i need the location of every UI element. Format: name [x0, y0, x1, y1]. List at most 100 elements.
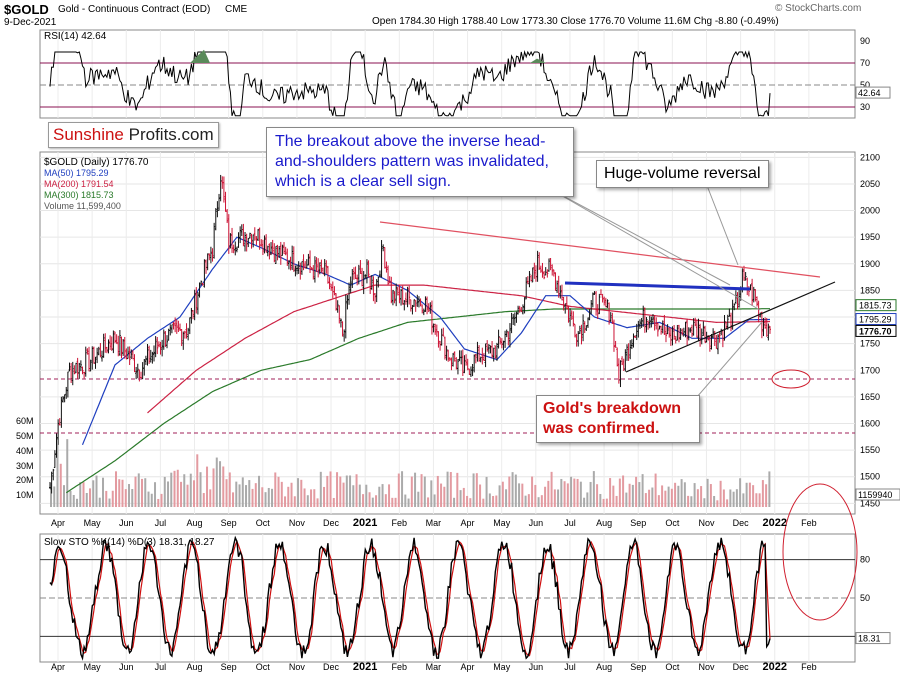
rsi-tick-label: 70 — [860, 58, 870, 68]
volume-bar — [537, 497, 540, 507]
month-label: Feb — [392, 662, 408, 672]
volume-bar — [63, 485, 66, 507]
volume-bar — [430, 480, 433, 507]
volume-bar — [245, 485, 248, 507]
month-label: Oct — [256, 518, 271, 528]
volume-bar — [241, 477, 244, 507]
month-label: May — [84, 518, 102, 528]
volume-bar — [284, 496, 287, 507]
volume-bar — [563, 481, 566, 507]
volume-bar — [254, 483, 257, 507]
volume-bar — [258, 475, 261, 507]
volume-bar — [388, 484, 391, 507]
month-label: Dec — [323, 662, 340, 672]
volume-bar — [76, 498, 79, 507]
volume-bar — [560, 478, 563, 507]
pointer-line-2 — [551, 189, 761, 311]
volume-bar — [193, 480, 196, 507]
price-value-label: 1795.29 — [859, 315, 892, 325]
volume-bar — [339, 476, 342, 507]
volume-bar — [199, 472, 202, 507]
volume-bar — [154, 482, 157, 507]
rsi-tick-label: 50 — [860, 80, 870, 90]
price-value-box — [855, 324, 897, 337]
rsi-legend: RSI(14) 42.64 — [44, 31, 107, 42]
volume-bar — [553, 489, 556, 507]
volume-bar — [661, 485, 664, 507]
volume-bar — [687, 495, 690, 507]
month-label: Aug — [187, 518, 203, 528]
volume-tick-label: 30M — [16, 461, 34, 471]
volume-bar — [235, 481, 238, 507]
volume-bar — [329, 471, 332, 507]
volume-bar — [95, 475, 98, 507]
ma200-line — [147, 284, 771, 414]
volume-bar — [540, 495, 543, 507]
pointer-line-3 — [705, 182, 739, 266]
price-tick-label: 1450 — [860, 498, 880, 508]
volume-bar — [586, 492, 589, 507]
month-label: Nov — [698, 518, 715, 528]
price-tick-label: 2100 — [860, 152, 880, 162]
volume-bar — [375, 495, 378, 507]
volume-bar — [726, 499, 729, 507]
volume-bar — [651, 487, 654, 507]
volume-tick-label: 20M — [16, 475, 34, 485]
month-label: Sep — [630, 662, 646, 672]
volume-bar — [589, 481, 592, 507]
volume-bar — [514, 474, 517, 507]
month-label: Dec — [323, 518, 340, 528]
volume-bar — [433, 494, 436, 507]
volume-bar — [440, 483, 443, 507]
volume-bar — [488, 493, 491, 507]
breakout-annotation: The breakout above the inverse head-and-… — [266, 127, 574, 197]
month-label: Apr — [51, 518, 65, 528]
volume-bar — [326, 475, 329, 507]
volume-bar — [141, 478, 144, 507]
volume-bar — [521, 483, 524, 507]
volume-bar — [251, 488, 254, 507]
volume-bar — [420, 474, 423, 507]
chart-title: Gold - Continuous Contract (EOD) — [58, 4, 211, 15]
legend-ma300: MA(300) 1815.73 — [44, 190, 114, 200]
legend-ma50: MA(50) 1795.29 — [44, 168, 109, 178]
volume-bar — [228, 472, 231, 507]
volume-bar — [391, 497, 394, 507]
volume-bar — [550, 471, 553, 507]
volume-bar — [527, 494, 530, 507]
rsi-value-box — [855, 86, 891, 99]
price-value-label: 1815.73 — [859, 301, 892, 311]
volume-bar — [163, 476, 166, 507]
volume-bar — [625, 492, 628, 507]
volume-bar — [690, 496, 693, 507]
volume-bar — [706, 478, 709, 507]
logo-part2: Profits.com — [128, 125, 214, 144]
price-panel — [39, 151, 856, 515]
volume-bar — [602, 498, 605, 507]
volume-bar — [576, 478, 579, 507]
price-value-label: 1776.70 — [859, 326, 892, 336]
volume-bar — [378, 486, 381, 507]
volume-bar — [495, 495, 498, 507]
volume-bar — [709, 484, 712, 507]
price-tick-label: 1750 — [860, 339, 880, 349]
volume-bar — [358, 484, 361, 507]
volume-bar — [479, 484, 482, 507]
volume-bar — [290, 482, 293, 507]
month-label: 2022 — [762, 517, 786, 529]
volume-tick-label: 50M — [16, 431, 34, 441]
month-label: Aug — [187, 662, 203, 672]
volume-bar — [173, 470, 176, 507]
month-label: Nov — [698, 662, 715, 672]
volume-bar — [316, 498, 319, 507]
volume-bar — [72, 494, 75, 507]
volume-bar — [300, 479, 303, 507]
volume-bar — [547, 480, 550, 507]
volume-bar — [462, 487, 465, 507]
month-label: Mar — [426, 662, 442, 672]
volume-bar — [293, 496, 296, 507]
volume-bar — [267, 487, 270, 507]
price-tick-label: 1600 — [860, 419, 880, 429]
volume-bar — [739, 478, 742, 507]
volume-bar — [713, 496, 716, 507]
